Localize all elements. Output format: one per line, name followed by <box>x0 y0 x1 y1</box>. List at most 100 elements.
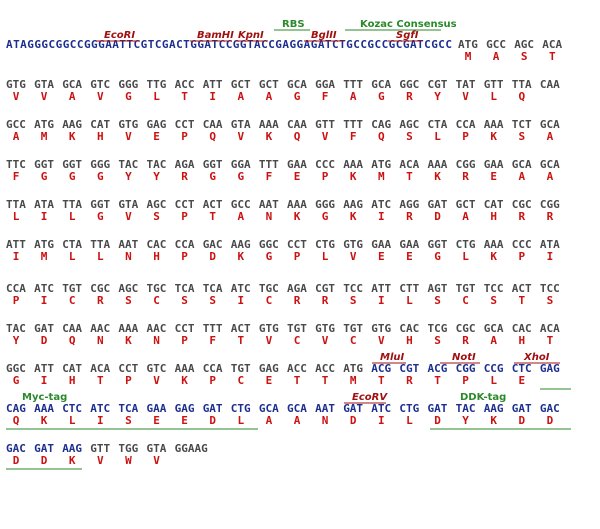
amino-acid: A <box>350 90 357 103</box>
tag-label: DDK-tag <box>460 392 506 403</box>
codon: TCA <box>203 282 223 295</box>
codon: TTT <box>259 158 279 171</box>
amino-acid: I <box>13 250 20 263</box>
codon: AGC <box>514 38 534 51</box>
codon: GTG <box>259 322 279 335</box>
codon: TGT <box>231 362 251 375</box>
codon: ATC <box>231 282 251 295</box>
amino-acid: K <box>237 250 244 263</box>
amino-acid: V <box>97 454 104 467</box>
codon: TAC <box>6 322 26 335</box>
codon: CGC <box>512 198 532 211</box>
amino-acid: E <box>153 414 160 427</box>
codon: ATT <box>6 238 26 251</box>
amino-acid: R <box>181 170 188 183</box>
amino-acid: R <box>547 210 554 223</box>
codon: GGA <box>315 78 335 91</box>
amino-acid: V <box>13 90 20 103</box>
amino-acid: Y <box>153 170 160 183</box>
amino-acid: C <box>69 294 76 307</box>
amino-acid: C <box>462 294 469 307</box>
codon: CGC <box>90 282 110 295</box>
restriction-site-label: MluI <box>380 352 404 363</box>
amino-acid: L <box>97 250 104 263</box>
codon: TAC <box>118 158 138 171</box>
amino-acid: G <box>69 170 76 183</box>
amino-acid: N <box>153 334 160 347</box>
codon: GAC <box>6 442 26 455</box>
amino-acid: G <box>97 170 104 183</box>
amino-acid: K <box>69 454 76 467</box>
codon: ATT <box>203 78 223 91</box>
codon: GTG <box>6 78 26 91</box>
codon: AAT <box>315 402 335 415</box>
codon: GGC <box>259 238 279 251</box>
amino-acid: T <box>518 294 525 307</box>
codon: TTT <box>343 118 363 131</box>
tag-label: Kozac Consensus <box>360 19 457 30</box>
amino-acid: S <box>518 130 525 143</box>
amino-acid: P <box>181 210 188 223</box>
amino-acid: G <box>378 90 385 103</box>
amino-acid: P <box>462 130 469 143</box>
amino-acid: P <box>181 130 188 143</box>
codon: GCT <box>456 198 476 211</box>
codon: TCC <box>343 282 363 295</box>
codon: GGG <box>118 78 138 91</box>
codon: GAA <box>371 238 391 251</box>
codon: GGG <box>315 198 335 211</box>
codon: GAT <box>34 322 54 335</box>
amino-acid: V <box>237 130 244 143</box>
amino-acid: K <box>434 170 441 183</box>
codon: ACA <box>540 322 560 335</box>
codon: GGT <box>34 158 54 171</box>
amino-acid: K <box>490 414 497 427</box>
amino-acid: R <box>406 90 413 103</box>
amino-acid: T <box>181 90 188 103</box>
amino-acid: G <box>209 170 216 183</box>
codon: GTT <box>90 442 110 455</box>
codon: GCA <box>484 322 504 335</box>
amino-acid: F <box>322 90 329 103</box>
codon: AAA <box>118 322 138 335</box>
amino-acid: E <box>518 374 525 387</box>
amino-acid: A <box>547 130 554 143</box>
amino-acid: S <box>406 130 413 143</box>
amino-acid: K <box>181 374 188 387</box>
amino-acid: L <box>490 90 497 103</box>
codon: AAC <box>90 322 110 335</box>
codon: ACT <box>512 282 532 295</box>
codon: CCA <box>175 238 195 251</box>
amino-acid: F <box>13 170 20 183</box>
amino-acid: T <box>97 374 104 387</box>
codon: CTG <box>399 402 419 415</box>
codon: GCA <box>540 158 560 171</box>
codon: ATA <box>34 198 54 211</box>
tag-label: RBS <box>282 19 305 30</box>
codon: ATG <box>343 362 363 375</box>
amino-acid: A <box>13 130 20 143</box>
amino-acid: P <box>518 250 525 263</box>
amino-acid: K <box>490 250 497 263</box>
amino-acid: P <box>294 250 301 263</box>
codon: CCA <box>6 282 26 295</box>
amino-acid: M <box>465 50 472 63</box>
amino-acid: Q <box>518 90 525 103</box>
codon: CAC <box>147 238 167 251</box>
codon: CTG <box>231 402 251 415</box>
codon: CGG <box>456 362 476 375</box>
amino-acid: D <box>41 454 48 467</box>
amino-acid: D <box>434 414 441 427</box>
codon: GCT <box>259 78 279 91</box>
codon: GGT <box>203 158 223 171</box>
amino-acid: D <box>547 414 554 427</box>
amino-acid: N <box>266 210 273 223</box>
restriction-site-label: KpnI <box>238 30 264 41</box>
amino-acid: N <box>322 414 329 427</box>
amino-acid: S <box>153 210 160 223</box>
codon: GTG <box>343 238 363 251</box>
restriction-site-label: NotI <box>452 352 476 363</box>
amino-acid: S <box>434 334 441 347</box>
codon: ACG <box>371 362 391 375</box>
codon: TCC <box>540 282 560 295</box>
